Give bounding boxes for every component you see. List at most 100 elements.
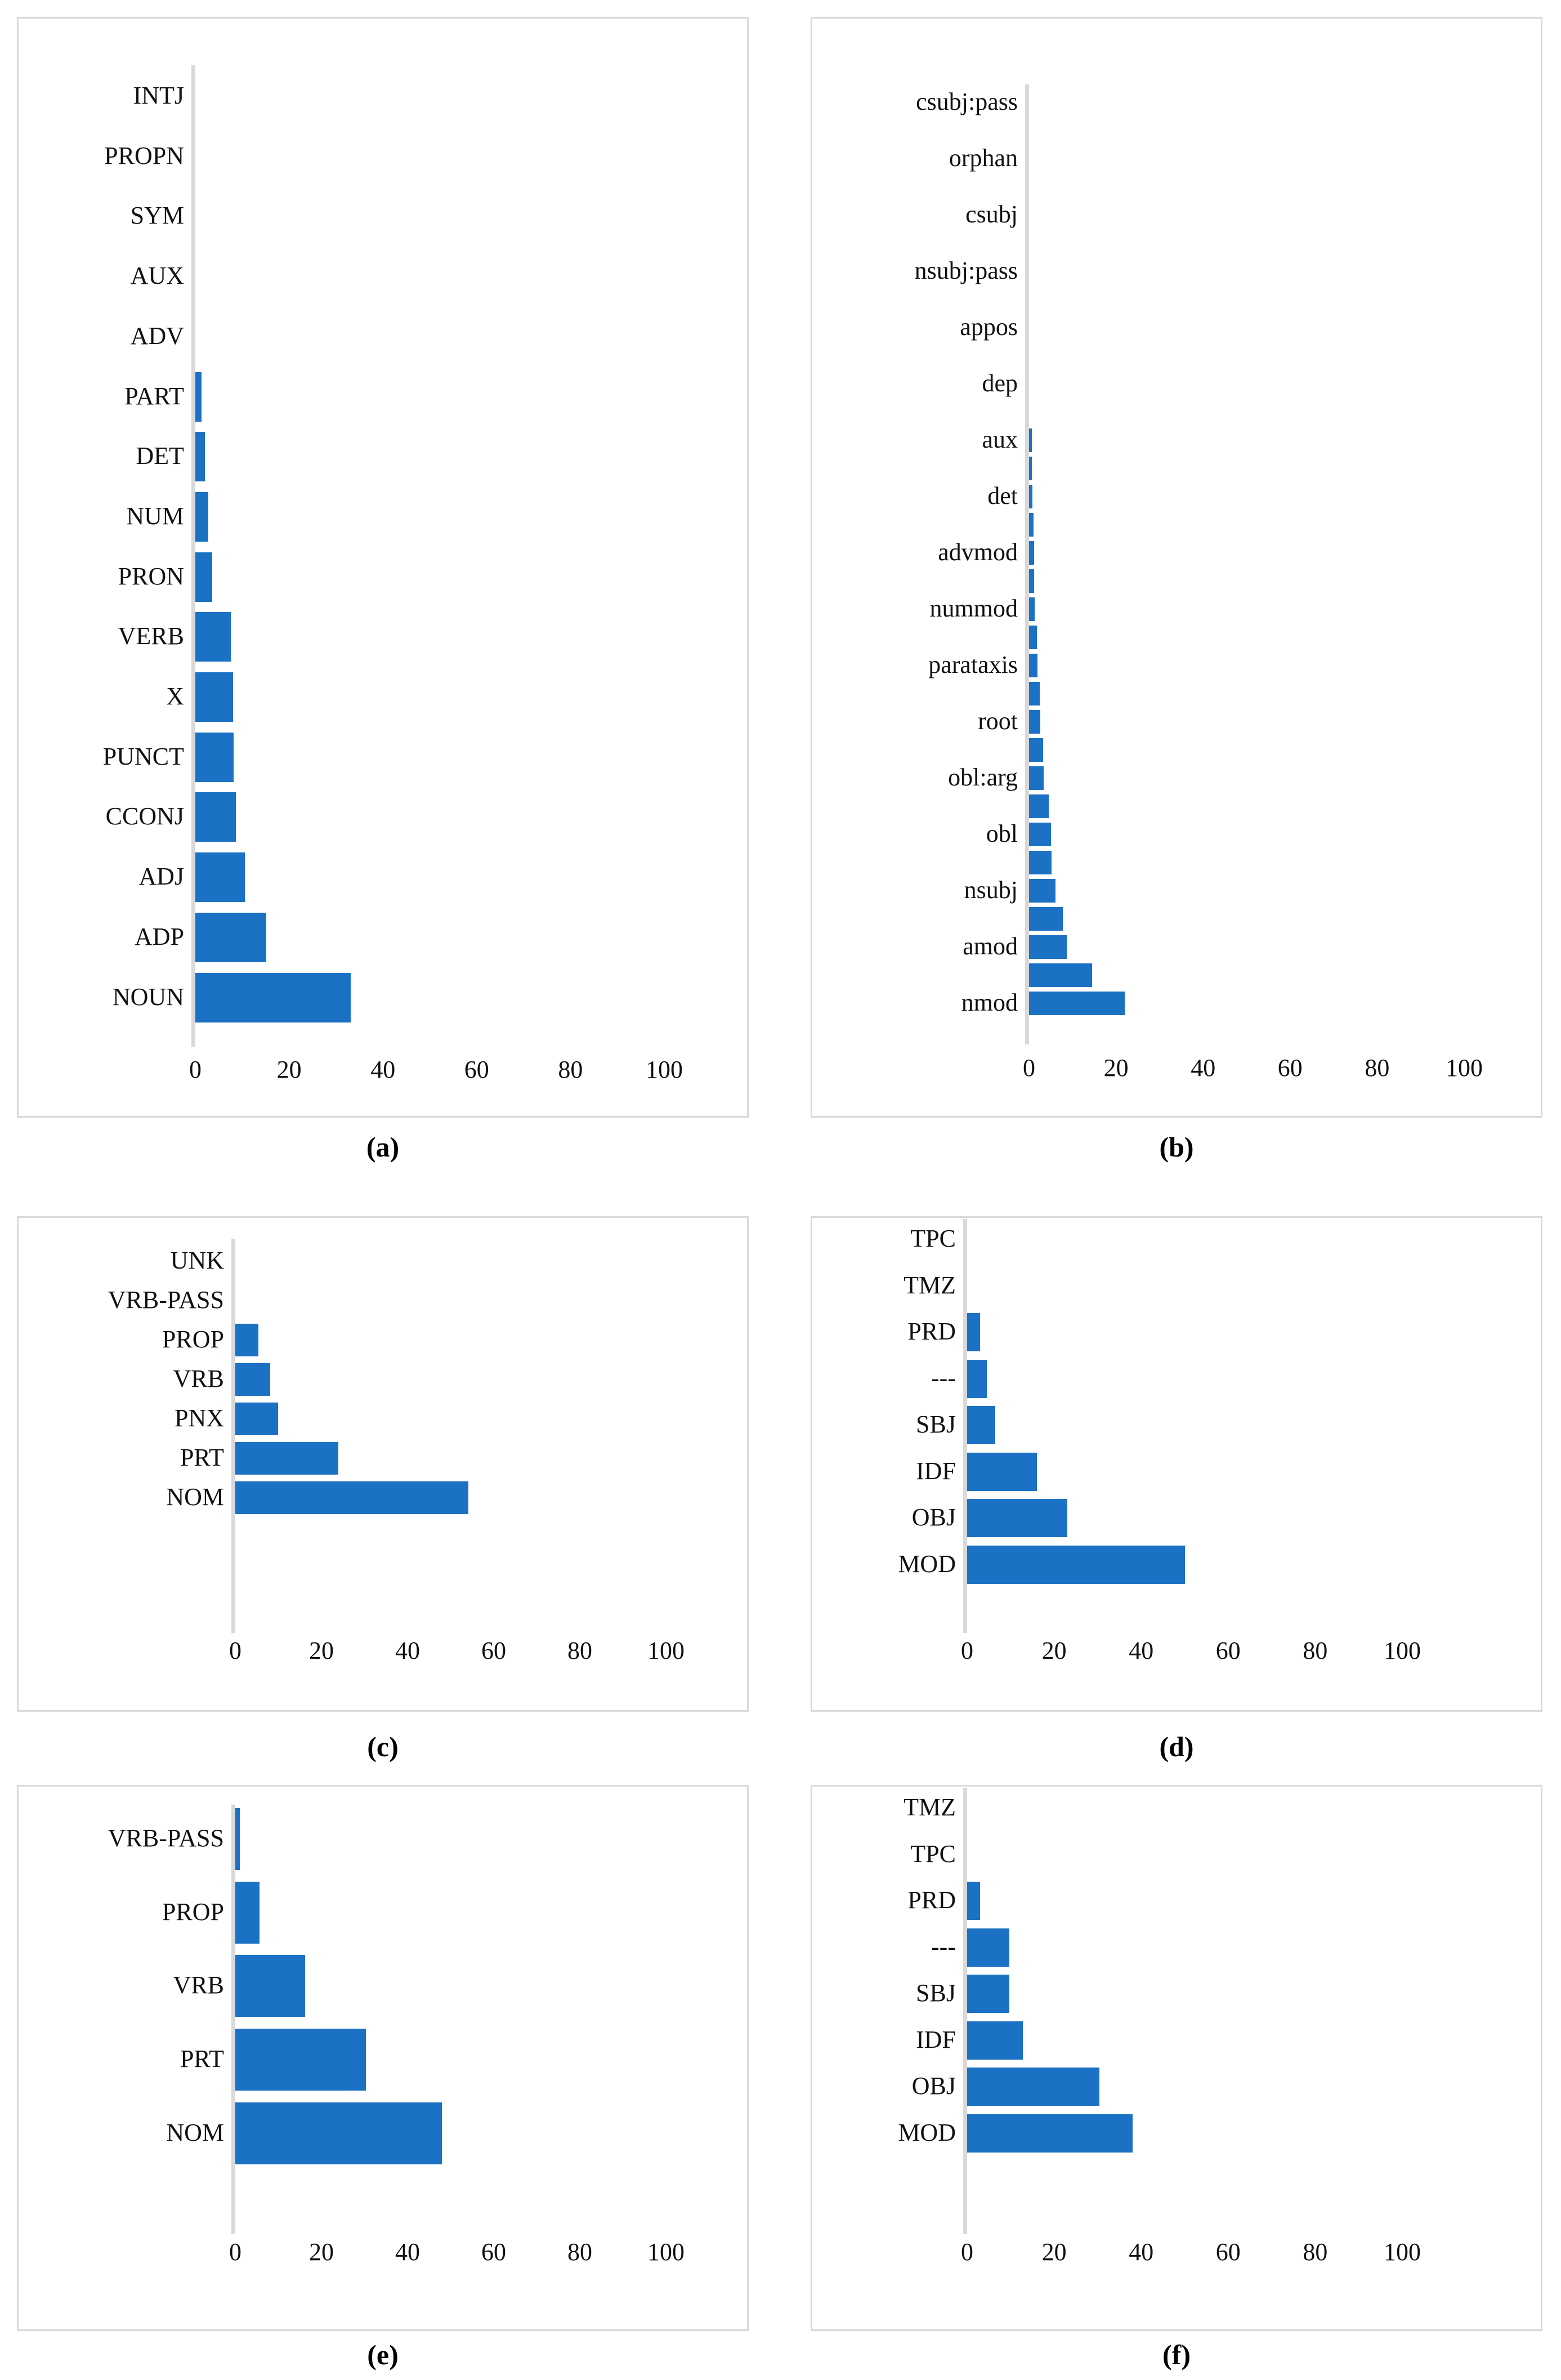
chart-c-category-label: PRT bbox=[180, 1444, 224, 1471]
chart-b-x-tick-label: 60 bbox=[1277, 1054, 1303, 1082]
chart-a-bar-PUNCT bbox=[195, 732, 234, 782]
chart-a-caption: (a) bbox=[366, 1131, 400, 1163]
chart-f-bar-SBJ bbox=[967, 1975, 1009, 2013]
chart-b-bar-obl bbox=[1029, 823, 1051, 846]
chart-d-bar-IDF bbox=[967, 1452, 1037, 1491]
chart-a-panel bbox=[17, 17, 749, 1118]
chart-f-panel bbox=[811, 1785, 1542, 2331]
chart-b-bar-row32 bbox=[1029, 963, 1092, 987]
chart-f-y-axis-line bbox=[963, 1788, 967, 2234]
chart-b-bar-root bbox=[1029, 710, 1040, 734]
chart-b-x-tick-label: 80 bbox=[1365, 1054, 1390, 1082]
chart-a-bar-CCONJ bbox=[195, 792, 236, 842]
chart-b-category-label: advmod bbox=[938, 538, 1018, 566]
chart-a-bar-X bbox=[195, 672, 233, 722]
chart-c-category-label: VRB bbox=[173, 1365, 224, 1392]
chart-a-x-tick-label: 100 bbox=[646, 1056, 683, 1083]
chart-a-bar-PART bbox=[195, 372, 202, 422]
chart-e-category-label: PRT bbox=[180, 2045, 224, 2073]
chart-a-bar-NUM bbox=[195, 492, 208, 542]
chart-a-x-tick-label: 40 bbox=[370, 1056, 396, 1083]
chart-f-x-tick-label: 20 bbox=[1041, 2238, 1067, 2266]
chart-f-category-label: PRD bbox=[907, 1886, 956, 1914]
chart-c-bar-PRT bbox=[235, 1442, 338, 1475]
chart-c-caption: (c) bbox=[367, 1731, 399, 1762]
chart-b-category-label: amod bbox=[963, 932, 1018, 960]
chart-e-y-axis-line bbox=[231, 1805, 235, 2234]
chart-e-caption: (e) bbox=[367, 2339, 399, 2370]
chart-a-category-label: NUM bbox=[126, 502, 184, 530]
chart-f-category-label: TPC bbox=[910, 1839, 956, 1868]
chart-b-bar-amod bbox=[1029, 935, 1067, 959]
chart-f-bar---- bbox=[967, 1928, 1009, 1967]
chart-d-x-tick-label: 40 bbox=[1129, 1637, 1154, 1664]
chart-a-category-label: VERB bbox=[118, 622, 184, 650]
chart-f-bar-PRD bbox=[967, 1882, 980, 1920]
chart-f-caption: (f) bbox=[1162, 2339, 1191, 2370]
chart-b-bar-parataxis bbox=[1029, 654, 1037, 677]
chart-b-bar-row20 bbox=[1029, 626, 1037, 649]
chart-b-bar-row30 bbox=[1029, 907, 1063, 931]
chart-e-category-label: VRB-PASS bbox=[108, 1824, 224, 1852]
chart-b-bar-row26 bbox=[1029, 794, 1049, 818]
chart-b-x-tick-label: 20 bbox=[1103, 1054, 1129, 1082]
chart-b-bar-row28 bbox=[1029, 851, 1052, 874]
chart-c-category-label: UNK bbox=[170, 1247, 224, 1274]
chart-d-category-label: MOD bbox=[898, 1550, 956, 1578]
chart-c-category-label: PNX bbox=[174, 1404, 224, 1432]
chart-b-category-label: nsubj:pass bbox=[914, 257, 1018, 284]
chart-e-x-tick-label: 40 bbox=[395, 2238, 420, 2266]
chart-e-x-tick-label: 100 bbox=[647, 2238, 685, 2266]
chart-b-category-label: det bbox=[987, 482, 1018, 510]
chart-d-category-label: TPC bbox=[910, 1225, 956, 1252]
chart-c-category-label: NOM bbox=[166, 1483, 224, 1511]
chart-a-y-axis-line bbox=[191, 65, 195, 1047]
chart-b-category-label: parataxis bbox=[928, 651, 1018, 678]
chart-a-bar-PRON bbox=[195, 552, 212, 602]
chart-a-category-label: INTJ bbox=[133, 82, 184, 109]
chart-f-category-label: MOD bbox=[898, 2118, 956, 2146]
chart-b-category-label: orphan bbox=[949, 144, 1018, 172]
chart-d-bar-MOD bbox=[967, 1545, 1185, 1584]
chart-e-bar-NOM bbox=[235, 2102, 442, 2164]
chart-a-bar-DET bbox=[195, 432, 205, 482]
chart-b-x-tick-label: 100 bbox=[1446, 1054, 1483, 1082]
chart-d-bar---- bbox=[967, 1359, 987, 1398]
chart-a-bar-ADP bbox=[195, 912, 266, 962]
chart-d-bar-PRD bbox=[967, 1313, 980, 1351]
chart-c-y-axis-line bbox=[231, 1239, 235, 1633]
chart-d-x-tick-label: 20 bbox=[1041, 1637, 1067, 1664]
chart-f-x-tick-label: 100 bbox=[1384, 2238, 1421, 2266]
chart-e-x-tick-label: 80 bbox=[567, 2238, 592, 2266]
chart-c-bar-PROP bbox=[235, 1324, 258, 1356]
chart-b-x-tick-label: 40 bbox=[1191, 1054, 1216, 1082]
chart-d-category-label: TMZ bbox=[903, 1271, 956, 1299]
chart-d-category-label: --- bbox=[931, 1364, 956, 1392]
chart-d-x-tick-label: 0 bbox=[961, 1637, 973, 1664]
chart-f-category-label: OBJ bbox=[911, 2072, 956, 2100]
chart-d-bar-SBJ bbox=[967, 1406, 995, 1444]
chart-d-category-label: PRD bbox=[907, 1318, 956, 1345]
chart-a-category-label: PRON bbox=[118, 562, 184, 590]
chart-b-bar-nummod bbox=[1029, 597, 1035, 621]
chart-f-x-tick-label: 40 bbox=[1129, 2238, 1154, 2266]
chart-a-category-label: NOUN bbox=[112, 983, 184, 1011]
chart-f-category-label: SBJ bbox=[916, 1979, 956, 2007]
chart-c-x-tick-label: 60 bbox=[481, 1637, 506, 1664]
chart-d-category-label: OBJ bbox=[911, 1503, 956, 1531]
chart-f-x-tick-label: 60 bbox=[1215, 2238, 1241, 2266]
chart-b-bar-nsubj bbox=[1029, 879, 1055, 903]
chart-a-x-tick-label: 60 bbox=[464, 1056, 489, 1083]
chart-c-category-label: VRB-PASS bbox=[108, 1286, 224, 1314]
chart-d-x-tick-label: 60 bbox=[1215, 1637, 1241, 1664]
chart-b-y-axis-line bbox=[1025, 84, 1029, 1044]
chart-c-x-tick-label: 80 bbox=[567, 1637, 592, 1664]
chart-b-x-tick-label: 0 bbox=[1023, 1054, 1035, 1082]
chart-a-category-label: PROPN bbox=[104, 141, 184, 169]
chart-b-panel bbox=[811, 17, 1542, 1118]
chart-f-x-tick-label: 0 bbox=[961, 2238, 973, 2266]
chart-e-x-tick-label: 0 bbox=[229, 2238, 241, 2266]
chart-e-x-tick-label: 60 bbox=[481, 2238, 506, 2266]
chart-b-bar-row16 bbox=[1029, 513, 1034, 537]
chart-d-panel bbox=[811, 1216, 1542, 1712]
